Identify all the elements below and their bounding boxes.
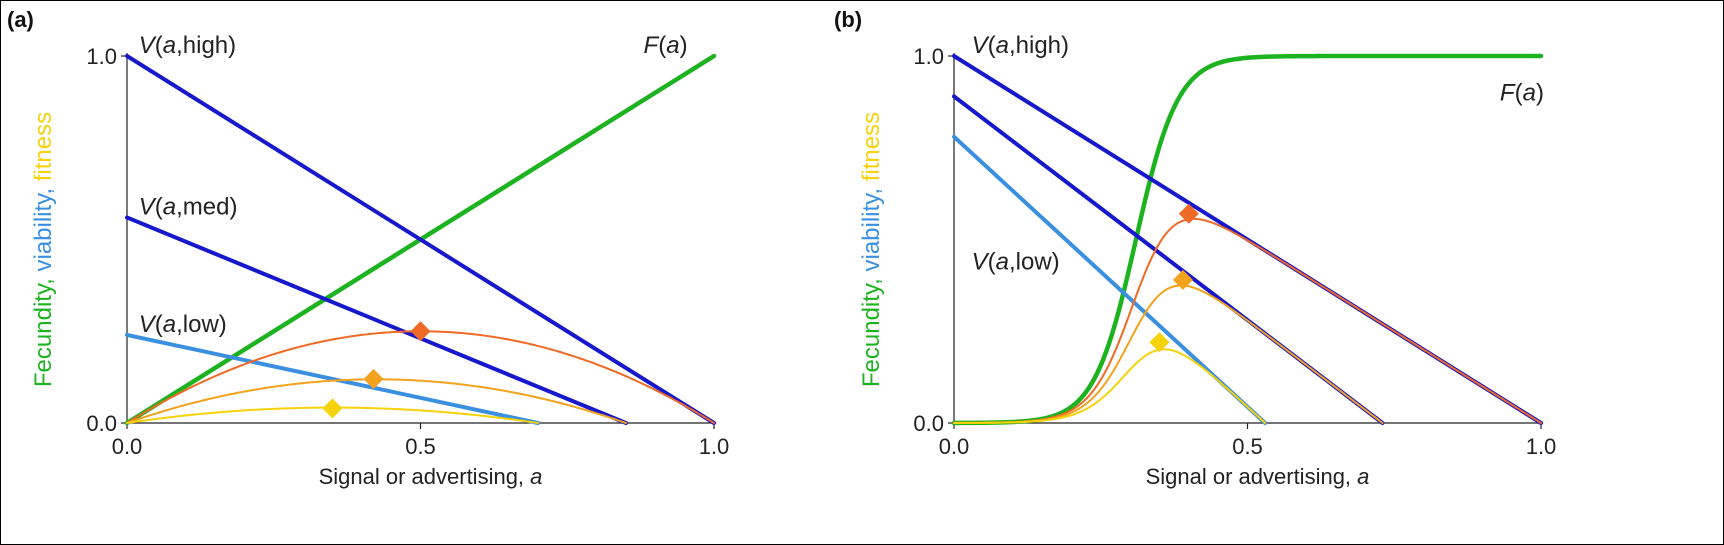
label-part: V: [972, 32, 990, 59]
label-part: (: [155, 193, 163, 220]
fitness-curve-5: [953, 284, 1384, 424]
x-axis-label: Signal or advertising, a: [1146, 464, 1370, 489]
series-v-a-med: [125, 215, 628, 425]
y-tick-label: 0.0: [913, 411, 944, 436]
label-part: (: [988, 249, 996, 276]
label-part: a: [163, 32, 176, 59]
label-part: (: [155, 311, 163, 338]
curve-label-v-a-high: V(a,high): [972, 32, 1069, 59]
optimum-marker: [363, 368, 384, 389]
label-part: viability,: [30, 181, 57, 271]
panel-label: (b): [834, 7, 862, 32]
label-part: a: [666, 32, 679, 59]
label-part: Signal or advertising,: [319, 464, 531, 489]
label-part: fitness: [30, 112, 57, 181]
label-part: ,med): [176, 193, 237, 220]
label-part: ): [1536, 80, 1544, 107]
y-tick-label: 1.0: [913, 44, 944, 69]
optimum-marker: [1149, 332, 1170, 353]
y-tick-label: 0.0: [86, 411, 117, 436]
fitness-curve-6: [953, 348, 1267, 424]
label-part: ,low): [1009, 249, 1060, 276]
y-axis-label: Fecundity, viability, fitness: [858, 112, 885, 387]
label-part: Fecundity,: [858, 272, 885, 388]
label-part: viability,: [858, 181, 885, 271]
curve-label-v-a-high: V(a,high): [139, 32, 236, 59]
label-part: ,high): [176, 32, 236, 59]
curve-label-f-a: F(a): [1500, 80, 1544, 107]
label-part: a: [163, 311, 176, 338]
curve-label-v-a-low: V(a,low): [139, 311, 227, 338]
curve-label-f-a: F(a): [644, 32, 688, 59]
curve-label-v-a-low: V(a,low): [972, 249, 1060, 276]
y-tick-label: 1.0: [86, 44, 117, 69]
label-part: (: [1515, 80, 1523, 107]
label-part: V: [139, 32, 157, 59]
series-v-a-low: [125, 332, 540, 425]
curve-label-v-a-med: V(a,med): [139, 193, 238, 220]
label-part: a: [1357, 464, 1369, 489]
label-part: a: [996, 32, 1009, 59]
fitness-curve-4: [126, 330, 715, 424]
label-part: V: [139, 311, 157, 338]
x-axis-label: Signal or advertising, a: [319, 464, 543, 489]
optimum-marker: [1178, 203, 1199, 224]
y-axis-label: Fecundity, viability, fitness: [30, 112, 57, 387]
label-part: Signal or advertising,: [1146, 464, 1358, 489]
label-part: ,high): [1009, 32, 1069, 59]
x-tick-label: 0.5: [1232, 434, 1263, 459]
label-part: a: [530, 464, 542, 489]
label-part: Fecundity,: [30, 272, 57, 388]
x-tick-label: 0.5: [405, 434, 436, 459]
x-tick-label: 1.0: [699, 434, 730, 459]
panel-b: (b) 0.0 0.5 1.0 0.0 1.0 Signal or advertising,…: [834, 7, 1556, 489]
label-part: F: [1500, 80, 1516, 107]
series-v-a-high: [125, 54, 716, 425]
label-part: (: [155, 32, 163, 59]
label-part: V: [972, 249, 990, 276]
label-part: (: [658, 32, 666, 59]
label-part: V: [139, 193, 157, 220]
x-tick-label: 0.0: [939, 434, 970, 459]
label-part: ,low): [176, 311, 227, 338]
x-tick-label: 1.0: [1526, 434, 1557, 459]
label-part: fitness: [858, 112, 885, 181]
x-tick-label: 0.0: [112, 434, 143, 459]
label-part: (: [988, 32, 996, 59]
series-f-a: [951, 53, 1544, 426]
label-part: ): [680, 32, 688, 59]
optimum-marker: [410, 321, 431, 342]
panel-label: (a): [7, 7, 34, 32]
label-part: a: [163, 193, 176, 220]
label-part: a: [996, 249, 1009, 276]
label-part: a: [1523, 80, 1536, 107]
optimum-marker: [322, 398, 343, 419]
optimum-marker: [1172, 269, 1193, 290]
label-part: F: [644, 32, 660, 59]
